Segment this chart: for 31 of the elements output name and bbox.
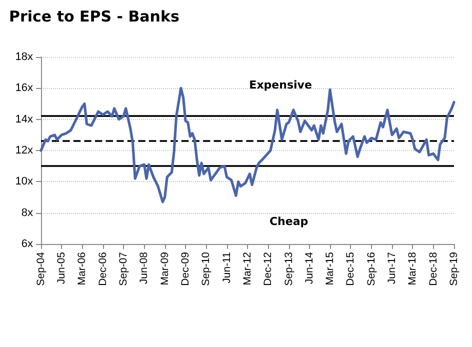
y-tick-label: 8x	[21, 206, 34, 219]
x-tick-label: Sep-10	[200, 252, 212, 286]
y-tick-label: 10x	[15, 176, 34, 188]
x-tick-label: Mar-12	[241, 252, 254, 286]
x-tick-label: Mar-06	[76, 252, 88, 286]
x-tick-label: Jun-17	[386, 252, 398, 284]
y-tick-label: 12x	[15, 144, 34, 156]
x-tick-label: Jun-14	[303, 252, 316, 284]
annotation: Expensive	[249, 78, 312, 92]
annotation: Cheap	[269, 215, 308, 228]
x-tick-label: Jun-05	[56, 252, 68, 284]
x-tick-label: Sep-19	[448, 252, 460, 286]
x-tick-label: Mar-18	[406, 252, 419, 286]
chart-title: Price to EPS - Banks	[9, 8, 180, 26]
x-tick-label: Dec-09	[180, 252, 192, 286]
x-tick-label: Dec-06	[96, 252, 109, 286]
y-tick-label: 16x	[15, 82, 34, 94]
x-tick-label: Sep-13	[282, 252, 295, 286]
y-tick-label: 6x	[21, 238, 34, 250]
x-tick-label: Mar-09	[158, 252, 171, 286]
x-tick-label: Sep-07	[118, 252, 130, 286]
x-tick-label: Jun-08	[138, 252, 150, 284]
x-tick-label: Dec-12	[262, 252, 274, 286]
x-tick-label: Mar-15	[324, 252, 336, 286]
x-tick-label: Dec-15	[344, 252, 357, 286]
y-tick-label: 14x	[15, 113, 34, 126]
x-tick-label: Sep-04	[35, 252, 47, 286]
x-tick-label: Jun-11	[220, 252, 233, 284]
x-tick-label: Sep-16	[365, 252, 378, 286]
x-tick-label: Dec-18	[427, 252, 440, 286]
y-tick-label: 18x	[15, 51, 34, 63]
